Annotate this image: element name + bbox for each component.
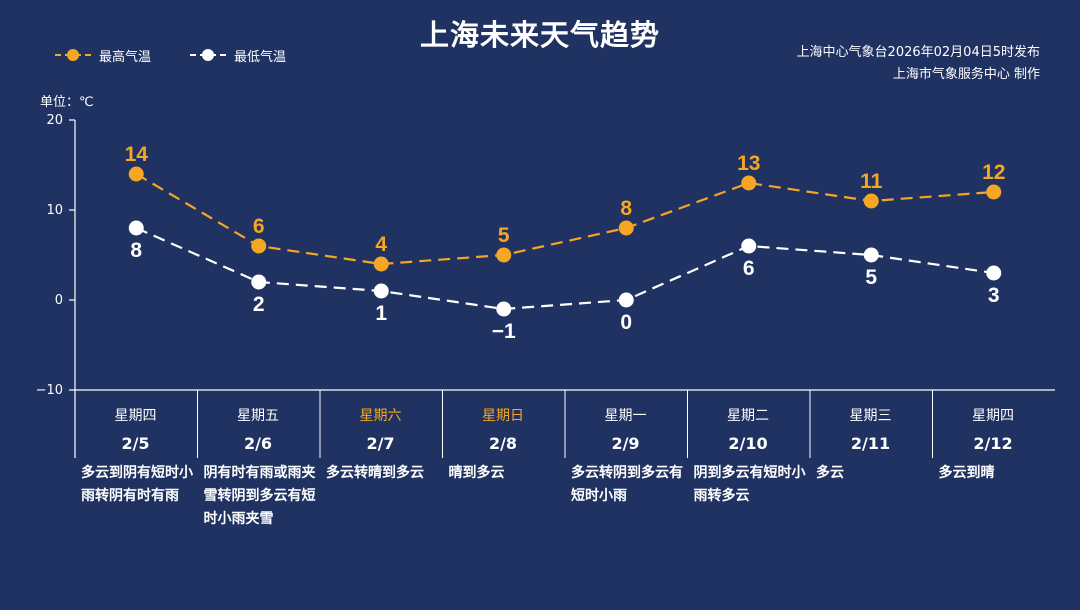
weekday-label: 星期日 <box>482 408 524 424</box>
data-label-low: 5 <box>865 266 877 289</box>
data-point-low <box>618 292 634 308</box>
weather-description: 晴到多云 <box>448 465 505 481</box>
legend-high: 最高气温 <box>55 44 151 66</box>
data-label-high: 14 <box>125 143 149 166</box>
data-point-low <box>251 274 267 290</box>
data-label-low: −1 <box>492 320 516 343</box>
weekday-label: 星期五 <box>237 408 279 424</box>
date-label: 2/9 <box>611 434 640 453</box>
data-label-high: 13 <box>737 152 760 175</box>
weather-description: 阴有时有雨或雨夹雪转阴到多云有短时小雨夹雪 <box>203 465 316 527</box>
weather-description: 多云到晴 <box>938 465 995 481</box>
data-point-low <box>986 265 1002 281</box>
date-label: 2/6 <box>243 434 273 453</box>
y-tick-label: 20 <box>46 113 63 128</box>
weekday-label: 星期二 <box>727 408 769 424</box>
data-point-high <box>741 175 757 191</box>
data-point-high <box>496 247 512 263</box>
legend-low: 最低气温 <box>190 44 286 66</box>
data-point-low <box>128 220 144 236</box>
weather-description: 多云到阴有短时小雨转阴有时有雨 <box>81 465 193 504</box>
weekday-label: 星期六 <box>359 408 402 424</box>
weekday-label: 星期四 <box>972 408 1014 424</box>
data-point-low <box>373 283 389 299</box>
series-line-low <box>135 226 994 311</box>
data-point-high <box>863 193 879 209</box>
page-title: 上海未来天气趋势 <box>419 18 660 52</box>
data-point-high <box>373 256 389 272</box>
weather-description: 多云转阴到多云有短时小雨 <box>571 465 683 504</box>
data-point-high <box>986 184 1002 200</box>
y-tick-label: −10 <box>36 383 63 398</box>
weekday-label: 星期四 <box>114 408 157 424</box>
date-label: 2/11 <box>850 434 891 453</box>
y-tick-label: 10 <box>46 203 63 218</box>
unit-label: 单位：℃ <box>40 95 94 110</box>
weekday-label: 星期一 <box>604 408 647 424</box>
date-label: 2/7 <box>366 434 395 453</box>
weather-description: 多云转晴到多云 <box>326 465 424 481</box>
data-point-low <box>496 301 512 317</box>
data-label-high: 12 <box>982 161 1005 184</box>
data-label-low: 8 <box>130 239 142 262</box>
date-label: 2/10 <box>728 434 768 453</box>
legend-low-line-icon <box>190 49 226 61</box>
data-point-low <box>863 247 879 263</box>
data-point-high <box>128 166 144 182</box>
series-line-high <box>135 173 994 266</box>
y-tick-label: 0 <box>55 293 63 308</box>
date-label: 2/5 <box>121 434 150 453</box>
data-point-high <box>251 238 267 254</box>
date-label: 2/8 <box>488 434 518 453</box>
data-point-high <box>618 220 634 236</box>
data-label-low: 1 <box>375 302 387 325</box>
weather-description: 多云 <box>816 465 844 481</box>
data-label-high: 8 <box>620 197 632 220</box>
legend-high-label: 最高气温 <box>99 49 152 65</box>
data-label-high: 11 <box>860 170 883 193</box>
data-point-low <box>741 238 757 254</box>
producer-line: 上海市气象服务中心 制作 <box>892 67 1040 82</box>
data-label-low: 0 <box>620 311 632 334</box>
data-label-low: 3 <box>988 284 1000 307</box>
date-label: 2/12 <box>973 434 1013 453</box>
data-label-low: 6 <box>743 257 755 280</box>
data-label-high: 4 <box>375 233 387 256</box>
data-label-low: 2 <box>253 293 265 316</box>
legend-high-line-icon <box>55 49 91 61</box>
weekday-label: 星期三 <box>849 408 892 424</box>
data-label-high: 6 <box>253 215 265 238</box>
weather-description: 阴到多云有短时小雨转多云 <box>693 465 806 504</box>
source-line: 上海中心气象台2026年02月04日5时发布 <box>796 45 1040 60</box>
data-label-high: 5 <box>498 224 510 247</box>
legend-low-label: 最低气温 <box>234 49 287 65</box>
